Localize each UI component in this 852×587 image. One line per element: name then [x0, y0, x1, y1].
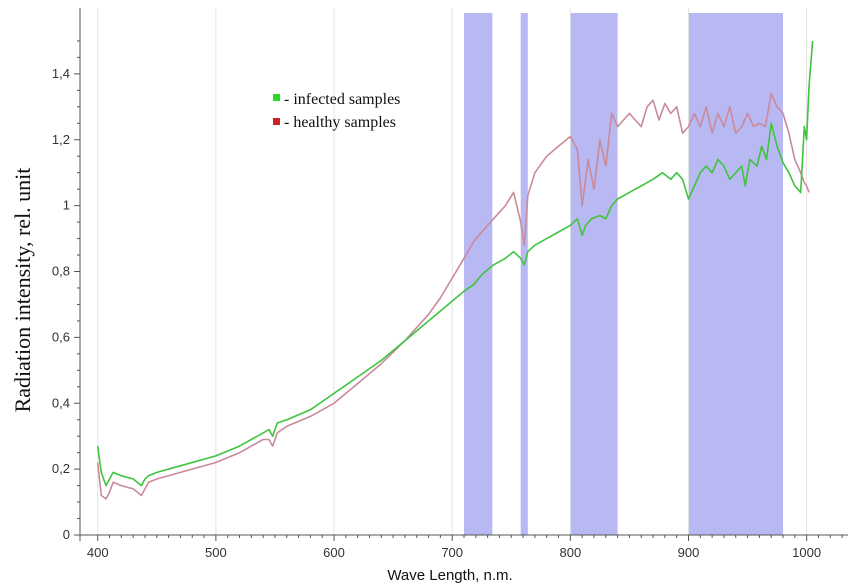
- highlight-band-1: [520, 13, 528, 535]
- x-tick-label-800: 800: [559, 545, 581, 560]
- legend: - infected samples - healthy samples: [273, 91, 400, 131]
- series-line-healthy-samples: [96, 92, 810, 500]
- highlight-bands: [464, 13, 784, 535]
- y-axis-title: Radiation intensity, rel. unit: [10, 168, 35, 413]
- highlight-band-2: [570, 13, 618, 535]
- y-tick-label-1,4: 1,4: [52, 66, 70, 81]
- x-tick-label-700: 700: [441, 545, 463, 560]
- x-tick-label-500: 500: [205, 545, 227, 560]
- y-tick-label-1,2: 1,2: [52, 132, 70, 147]
- series-line-infected-samples: [96, 40, 814, 487]
- y-tick-label-1: 1: [63, 198, 70, 213]
- x-tick-label-900: 900: [678, 545, 700, 560]
- highlight-band-0: [464, 13, 493, 535]
- series-lines: [96, 40, 814, 500]
- x-tick-label-400: 400: [87, 545, 109, 560]
- y-tick-label-0,4: 0,4: [52, 395, 70, 410]
- legend-swatch-healthy: [273, 118, 280, 125]
- x-axis-ticks: 400 500 600 700 800 900 1000: [87, 535, 843, 560]
- y-tick-label-0,8: 0,8: [52, 264, 70, 279]
- vertical-grid: [97, 8, 808, 535]
- x-tick-label-1000: 1000: [792, 545, 821, 560]
- x-axis-title: Wave Length, n.m.: [387, 567, 512, 584]
- highlight-band-3: [688, 13, 784, 535]
- y-tick-label-0,2: 0,2: [52, 461, 70, 476]
- legend-swatch-infected: [273, 94, 280, 101]
- x-tick-label-600: 600: [323, 545, 345, 560]
- y-tick-label-0,6: 0,6: [52, 329, 70, 344]
- legend-label-healthy: - healthy samples: [284, 114, 396, 131]
- y-tick-label-0: 0: [63, 527, 70, 542]
- legend-label-infected: - infected samples: [284, 91, 400, 108]
- y-axis-ticks: 0 0,2 0,4 0,6 0,8 1 1,2 1,4: [52, 40, 80, 542]
